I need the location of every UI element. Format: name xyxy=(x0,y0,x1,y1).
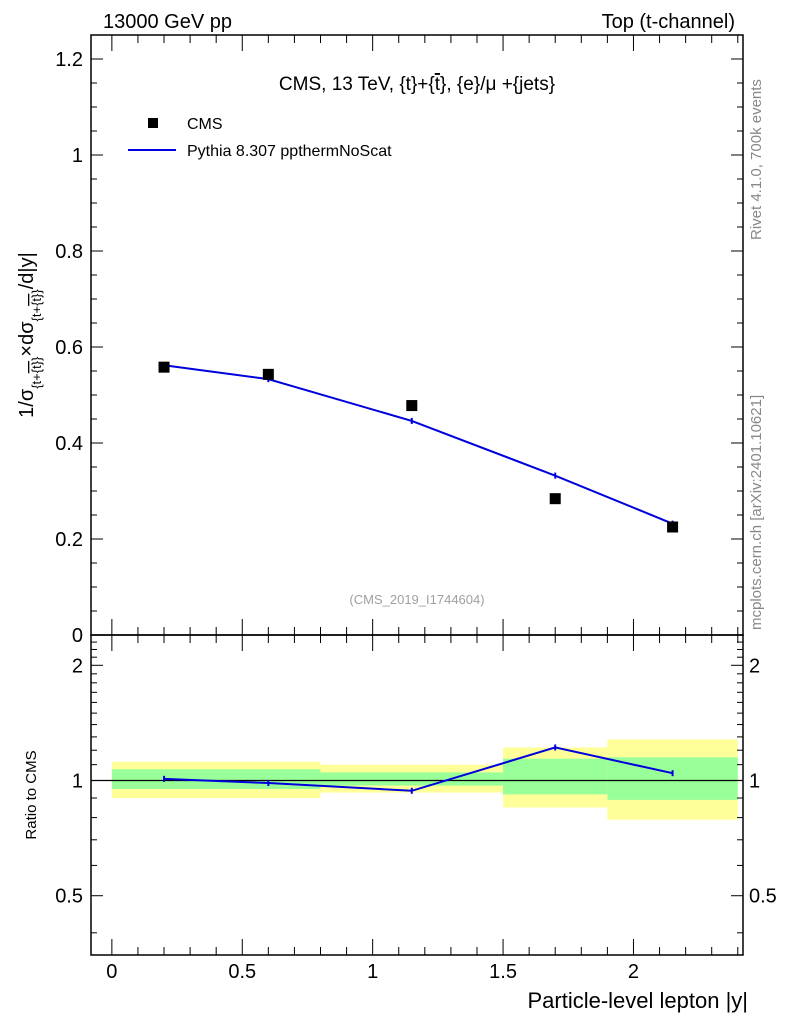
header-right: Top (t-channel) xyxy=(602,11,735,33)
analysis-watermark: (CMS_2019_I1744604) xyxy=(349,592,484,607)
cms-data-point xyxy=(406,400,418,412)
xtick-label: 1.5 xyxy=(489,961,517,983)
main-ytick-label: 0.4 xyxy=(55,433,83,455)
ratio-bands xyxy=(91,739,743,820)
ratio-axis-ticks: 0.5 0.5 1 1 2 2 xyxy=(55,641,777,934)
main-mc-series xyxy=(163,362,674,527)
ratio-ylabel: Ratio to CMS xyxy=(23,750,40,839)
ratio-ytick-label-right: 2 xyxy=(749,655,760,677)
main-data-series xyxy=(158,361,679,533)
main-ytick-label: 0.8 xyxy=(55,241,83,263)
ratio-ytick-label-right: 0.5 xyxy=(749,886,777,908)
legend-marker-cms xyxy=(148,118,158,128)
main-ytick-label: 1 xyxy=(72,145,83,167)
cms-data-point xyxy=(262,368,274,380)
plot-title: CMS, 13 TeV, {t}+{t}, {e}/μ +{jets} xyxy=(279,74,555,95)
cms-data-point xyxy=(549,493,561,505)
ratio-ytick-label-left: 0.5 xyxy=(55,886,83,908)
band-inner-0 xyxy=(111,769,321,790)
legend-label-mc: Pythia 8.307 ppthermNoScat xyxy=(187,143,392,160)
cms-data-point xyxy=(667,521,679,533)
xtick-label: 0 xyxy=(106,961,117,983)
main-axis-ticks: 0 0.2 0.4 0.6 0.8 1 1.2 xyxy=(55,49,743,647)
ratio-ytick-label-right: 1 xyxy=(749,771,760,793)
header-left: 13000 GeV pp xyxy=(103,11,232,33)
main-ytick-label: 1.2 xyxy=(55,49,83,71)
main-ytick-label: 0.2 xyxy=(55,529,83,551)
ratio-frame xyxy=(90,634,744,956)
main-ylabel: 1/σ{t+{t}}×dσ{t+{t}}/d|y| xyxy=(16,252,44,418)
legend-label-cms: CMS xyxy=(187,116,223,133)
mcplots-label: mcplots.cern.ch [arXiv:2401.10621] xyxy=(748,395,765,630)
cms-data-point xyxy=(158,361,170,373)
x-axis-ticks: 0 0.5 1 1.5 2 xyxy=(106,35,739,983)
main-ytick-label: 0 xyxy=(72,625,83,647)
main-ytick-label: 0.6 xyxy=(55,337,83,359)
band-inner-1 xyxy=(320,772,504,786)
xlabel: Particle-level lepton |y| xyxy=(527,988,748,1013)
xtick-label: 1 xyxy=(367,961,378,983)
rivet-label: Rivet 4.1.0, 700k events xyxy=(748,79,765,240)
ratio-ytick-label-left: 1 xyxy=(72,771,83,793)
xtick-label: 0.5 xyxy=(228,961,256,983)
ratio-ytick-label-left: 2 xyxy=(72,655,83,677)
mc-line xyxy=(163,364,673,525)
ratio-mc-series xyxy=(163,744,674,794)
xtick-label: 2 xyxy=(628,961,639,983)
band-inner-2 xyxy=(503,758,608,795)
